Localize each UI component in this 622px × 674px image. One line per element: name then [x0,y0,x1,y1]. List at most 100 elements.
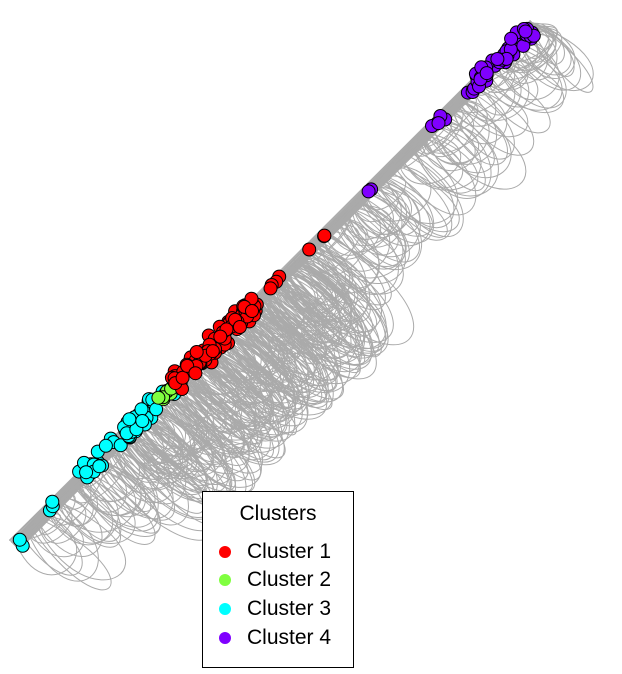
edge [347,191,403,248]
edge [475,67,551,134]
node-cluster-4 [479,66,494,81]
edge [173,374,236,433]
edge [503,37,549,84]
edge [223,309,320,397]
node-cluster-4 [361,184,376,199]
edge [429,118,495,174]
edge [370,146,458,225]
edge [279,267,339,315]
edge [290,233,415,346]
edge [456,87,535,156]
edge [300,230,355,274]
edge [130,395,213,479]
node-cluster-1 [302,242,317,257]
edge [19,514,83,576]
edge [283,260,352,323]
legend-item-cluster-2: Cluster 2 [219,566,331,594]
edge [78,470,156,545]
edge [349,177,431,247]
edge [191,331,297,425]
edge [107,433,171,490]
edge [278,250,359,320]
edge [357,180,421,236]
edge [180,366,274,461]
legend-item-cluster-4: Cluster 4 [219,624,331,652]
edge [274,253,330,310]
edge [433,107,527,190]
edge [229,312,328,405]
legend-marker-cluster-1 [219,546,231,558]
edge [37,494,103,557]
edge [422,99,488,154]
edge [283,258,374,337]
node-cluster-1 [232,320,247,334]
edge [14,514,78,576]
edge [115,417,165,480]
edge [112,421,188,485]
edge [28,514,84,558]
legend-title: Clusters [239,502,317,525]
edge [423,123,486,192]
edge [415,110,464,157]
edge [198,337,309,427]
node-cluster-3 [45,494,60,509]
edge [192,334,285,414]
node-layer [12,21,541,553]
node-cluster-3 [113,438,128,453]
edge [237,288,342,387]
edge [496,43,567,109]
edge [314,224,360,258]
edge [265,274,341,336]
edge [201,346,283,418]
node-cluster-1 [245,304,259,318]
node-cluster-1 [189,345,204,359]
edge [510,22,550,69]
legend-label-cluster-1: Cluster 1 [247,540,332,563]
node-cluster-3 [98,438,113,453]
edge [125,412,185,464]
node-cluster-1 [213,329,228,344]
edge [164,363,243,433]
node-cluster-1 [188,366,203,381]
edge [201,322,272,384]
edge [274,252,346,326]
legend-item-cluster-3: Cluster 3 [219,595,331,623]
edge [376,164,460,233]
edge [228,321,333,411]
node-cluster-2 [151,390,166,405]
edge [163,376,252,458]
node-cluster-3 [92,459,107,474]
edge [314,209,399,295]
edge [500,23,558,73]
edge [352,180,407,235]
edge [243,285,310,347]
edge [168,360,226,419]
edge [260,261,359,359]
edge [322,217,369,256]
node-cluster-1 [317,228,332,243]
edge [442,101,479,131]
edge [365,175,407,211]
edge [246,297,303,343]
edge [328,192,394,253]
edge [362,183,433,237]
edge [531,22,575,77]
edge [317,218,404,295]
edge [504,25,550,71]
edge [397,132,462,185]
edge [485,62,539,108]
edge [39,498,87,544]
edge [196,352,248,404]
edge [214,323,275,384]
edge [272,271,335,314]
edge [238,302,302,359]
edge [99,436,174,503]
edge [32,519,112,591]
edge [136,409,216,481]
edge [522,25,555,59]
edge [26,502,99,582]
edge [188,341,250,396]
node-cluster-3 [79,465,94,480]
edge [284,258,378,333]
edge [400,136,464,189]
